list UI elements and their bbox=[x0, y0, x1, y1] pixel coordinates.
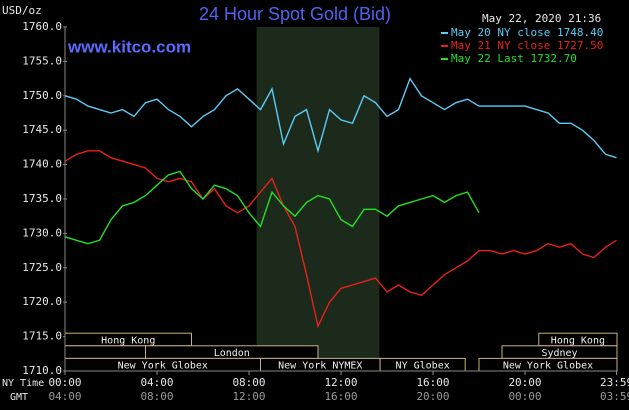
gmt-tick-label: 03:59 bbox=[600, 390, 629, 403]
x-tick-label: 04:00 bbox=[140, 376, 173, 389]
subtitle: www.kitco.com bbox=[67, 37, 191, 56]
legend-label: May 21 NY close 1727.50 bbox=[451, 39, 603, 52]
session-label: London bbox=[214, 348, 250, 359]
session-label: Hong Kong bbox=[101, 336, 155, 347]
y-tick-label: 1735.0 bbox=[22, 192, 62, 205]
y-tick-label: 1750.0 bbox=[22, 89, 62, 102]
shaded-region bbox=[256, 27, 380, 371]
y-tick-label: 1730.0 bbox=[22, 226, 62, 239]
y-tick-label: 1720.0 bbox=[22, 295, 62, 308]
y-axis-label: USD/oz bbox=[2, 4, 42, 17]
y-tick-label: 1760.0 bbox=[22, 20, 62, 33]
y-tick-label: 1725.0 bbox=[22, 261, 62, 274]
session-label: Hong Kong bbox=[551, 336, 605, 347]
legend-label: May 20 NY close 1748.40 bbox=[451, 26, 603, 39]
y-tick-label: 1740.0 bbox=[22, 158, 62, 171]
session-label: New York Globex bbox=[118, 361, 208, 372]
timestamp: May 22, 2020 21:36 bbox=[482, 12, 601, 25]
y-tick-label: 1715.0 bbox=[22, 330, 62, 343]
series-line bbox=[64, 170, 480, 245]
x-row-label: GMT bbox=[10, 392, 28, 403]
session-label: New York Globex bbox=[503, 361, 593, 372]
legend-label: May 22 Last 1732.70 bbox=[451, 52, 577, 65]
x-tick-label: 12:00 bbox=[324, 376, 357, 389]
session-label: Sydney bbox=[541, 348, 577, 359]
x-tick-label: 08:00 bbox=[232, 376, 265, 389]
x-tick-label: 00:00 bbox=[48, 376, 81, 389]
x-tick-label: 23:59 bbox=[600, 376, 629, 389]
gmt-tick-label: 12:00 bbox=[232, 390, 265, 403]
y-tick-label: 1710.0 bbox=[22, 364, 62, 377]
session-label: NY Globex bbox=[396, 361, 450, 372]
series-line bbox=[64, 77, 617, 159]
series-line bbox=[64, 150, 617, 329]
y-tick-label: 1755.0 bbox=[22, 54, 62, 67]
session-label: New York NYMEX bbox=[278, 361, 362, 372]
x-tick-label: 16:00 bbox=[416, 376, 449, 389]
gmt-tick-label: 20:00 bbox=[416, 390, 449, 403]
x-tick-label: 20:00 bbox=[508, 376, 541, 389]
gmt-tick-label: 16:00 bbox=[324, 390, 357, 403]
chart-title: 24 Hour Spot Gold (Bid) bbox=[199, 4, 391, 24]
gmt-tick-label: 08:00 bbox=[140, 390, 173, 403]
gmt-tick-label: 04:00 bbox=[48, 390, 81, 403]
session-bar bbox=[64, 345, 146, 359]
y-tick-label: 1745.0 bbox=[22, 123, 62, 136]
gmt-tick-label: 00:00 bbox=[508, 390, 541, 403]
x-row-label: NY Time bbox=[2, 378, 44, 389]
